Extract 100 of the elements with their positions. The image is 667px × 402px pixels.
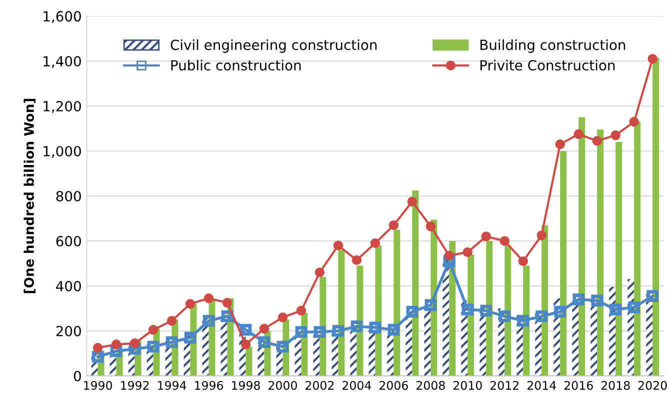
bar xyxy=(356,266,364,376)
x-tick-label: 1994 xyxy=(158,380,186,390)
point xyxy=(498,310,511,322)
x-tick-label: 2008 xyxy=(416,380,445,390)
x-tick-label: 2002 xyxy=(306,380,334,390)
point xyxy=(185,299,196,309)
bar xyxy=(652,58,660,376)
point xyxy=(110,345,122,358)
y-tick-label: 0 xyxy=(74,370,81,382)
legend-label: Privite Construction xyxy=(480,60,615,71)
bar xyxy=(442,258,450,376)
point xyxy=(481,232,491,242)
point xyxy=(610,304,622,316)
x-tick-label: 2020 xyxy=(638,380,667,390)
x-tick-label: 2014 xyxy=(527,380,556,390)
point xyxy=(406,306,418,318)
bar xyxy=(634,122,641,376)
point xyxy=(276,340,289,353)
point xyxy=(350,320,363,332)
point xyxy=(111,340,122,350)
point xyxy=(221,310,234,322)
point xyxy=(518,256,528,266)
y-tick-label: 400 xyxy=(56,280,81,292)
point xyxy=(443,255,456,268)
x-tick-label: 2010 xyxy=(453,380,482,390)
point xyxy=(388,324,400,336)
bar xyxy=(313,333,320,376)
point xyxy=(462,247,473,258)
point xyxy=(536,310,548,322)
point xyxy=(296,306,306,316)
point xyxy=(166,316,177,326)
point xyxy=(128,342,141,355)
x-tick-label: 1992 xyxy=(121,380,149,390)
point xyxy=(222,298,232,308)
x-tick-label: 1996 xyxy=(195,380,224,390)
point xyxy=(92,342,103,353)
legend-label: Civil engineering construction xyxy=(170,39,377,53)
point xyxy=(629,116,639,127)
point xyxy=(444,250,454,260)
y-axis-title: [One hundred billion Won] xyxy=(24,98,36,294)
bar xyxy=(560,151,567,376)
x-tick-label: 2004 xyxy=(342,380,372,390)
bar xyxy=(332,332,338,376)
x-tick-label: 1990 xyxy=(84,380,112,390)
point xyxy=(554,306,566,318)
point xyxy=(240,340,251,350)
point xyxy=(204,293,214,304)
point xyxy=(592,136,602,146)
point xyxy=(352,255,362,265)
point xyxy=(370,238,380,248)
y-tick-label: 800 xyxy=(56,190,81,202)
x-tick-label: 2012 xyxy=(490,380,518,390)
point xyxy=(314,268,325,278)
x-tick-label: 2000 xyxy=(268,380,297,390)
point xyxy=(278,312,288,322)
point xyxy=(130,338,140,348)
bar xyxy=(246,346,252,376)
bar xyxy=(375,245,382,376)
point xyxy=(555,139,565,150)
point xyxy=(480,304,492,317)
point xyxy=(628,301,640,314)
bar xyxy=(338,250,345,376)
y-tick-label: 1,000 xyxy=(44,146,81,158)
point xyxy=(258,336,270,348)
bar xyxy=(394,230,400,376)
bar xyxy=(616,142,622,376)
point xyxy=(572,294,585,306)
x-tick-label: 2006 xyxy=(380,380,408,390)
point xyxy=(202,314,215,327)
point xyxy=(388,220,399,230)
point xyxy=(240,324,252,336)
point xyxy=(332,324,344,337)
point xyxy=(295,326,308,338)
y-tick-label: 600 xyxy=(56,236,81,246)
point xyxy=(517,314,530,327)
point xyxy=(147,340,160,353)
point xyxy=(536,230,546,240)
point xyxy=(148,324,158,335)
y-tick-label: 200 xyxy=(56,326,81,336)
point xyxy=(610,130,620,140)
y-tick-label: 1,400 xyxy=(44,56,81,68)
point xyxy=(424,299,437,311)
bar xyxy=(523,266,530,376)
point xyxy=(369,322,382,334)
bar xyxy=(412,190,419,376)
bar xyxy=(572,299,579,376)
bar xyxy=(486,240,493,376)
point xyxy=(259,324,270,334)
y-tick-label: 1,600 xyxy=(44,11,81,23)
point xyxy=(591,294,603,306)
point xyxy=(314,326,326,338)
bar xyxy=(578,117,586,376)
bar xyxy=(368,328,376,376)
x-tick-label: 2016 xyxy=(564,380,593,390)
point xyxy=(500,236,510,246)
legend-label: Building construction xyxy=(480,39,626,53)
point xyxy=(184,332,196,344)
legend-label: Public construction xyxy=(171,60,301,71)
bar xyxy=(504,245,512,376)
bar xyxy=(597,130,604,376)
